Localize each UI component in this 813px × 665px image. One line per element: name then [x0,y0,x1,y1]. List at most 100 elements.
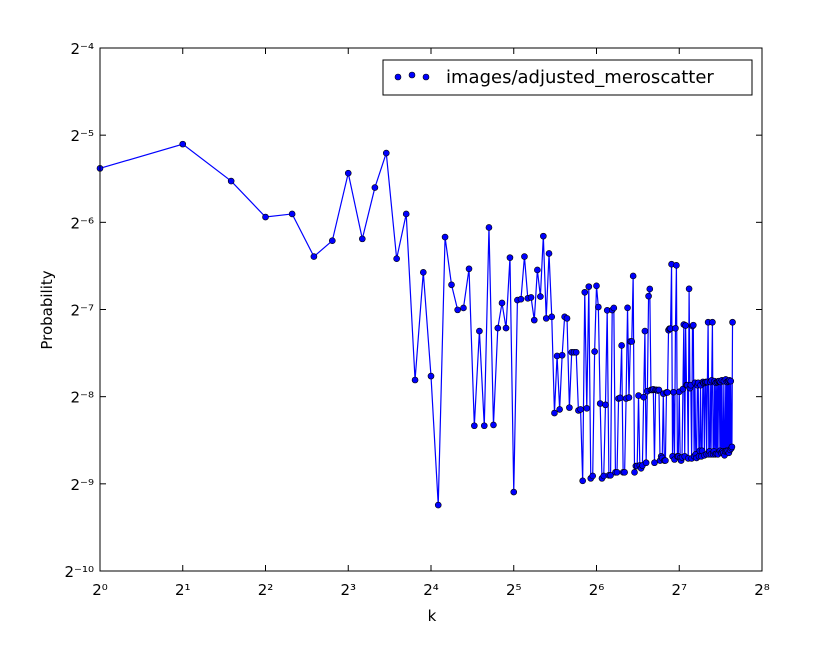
data-point [583,405,591,412]
data-point [517,295,525,303]
data-point [610,304,618,312]
data-point [581,288,589,296]
data-point [631,469,638,476]
data-point [527,294,535,301]
data-point [585,283,593,290]
data-point [359,235,366,243]
data-point [624,304,631,312]
y-tick-label: 2⁻¹⁰ [65,563,95,581]
x-tick-label: 2³ [340,581,356,599]
data-point [310,253,318,260]
data-point [729,318,736,326]
data-point [670,388,677,396]
x-tick-label: 2⁷ [671,581,687,599]
data-point [521,253,528,260]
data-point [480,422,488,430]
x-tick-label: 2⁸ [754,581,770,599]
data-point [682,322,689,329]
data-point [534,266,541,274]
y-tick-label: 2⁻⁴ [71,40,94,58]
legend-box [382,59,753,96]
data-point [607,472,614,479]
data-point [579,477,586,485]
data-point [506,254,514,261]
data-point [625,394,633,401]
data-point [344,169,352,177]
data-point [498,299,506,307]
data-point [545,250,553,257]
data-point [593,282,600,290]
x-tick-label: 2⁵ [506,581,522,599]
data-point [616,394,624,402]
x-tick-label: 2⁶ [589,581,605,599]
data-point [642,459,650,467]
data-point [628,338,636,345]
data-point [441,233,449,241]
data-point [548,313,556,321]
data-point [179,140,187,148]
data-point [551,409,558,417]
data-point [728,443,736,451]
data-point [460,304,467,312]
data-point [646,285,654,293]
data-point [629,272,637,280]
data-point [673,262,680,269]
x-tick-label: 2² [258,581,274,599]
data-point [434,501,442,509]
data-point [530,316,538,324]
data-point [572,348,580,356]
plot-area [100,48,762,571]
data-point [471,422,478,430]
data-point [494,324,502,332]
data-point [662,457,669,464]
legend-marker [394,73,402,81]
data-point [402,210,410,218]
data-point [411,376,419,384]
x-tick-label: 2⁴ [423,581,439,599]
data-point [510,488,518,496]
data-point [288,210,296,218]
data-point [613,469,621,476]
data-point [566,404,573,411]
data-point [655,386,663,394]
x-tick-label: 2⁰ [92,581,108,599]
data-point [427,372,435,380]
data-point [542,315,550,322]
data-point [371,184,379,191]
data-point [419,269,427,276]
data-point [502,324,510,332]
data-point [558,351,566,359]
legend-label: images/adjusted_meroscatter [446,67,714,88]
data-point [577,406,584,413]
x-tick-label: 2¹ [175,581,191,599]
data-point [556,406,563,413]
data-point [262,213,269,221]
data-point [490,421,497,429]
y-axis-label: Probability [38,270,56,349]
data-point [485,224,493,231]
data-point [540,232,547,240]
data-point [454,306,461,314]
legend-marker [422,73,430,81]
plot-frame [99,47,763,572]
data-point [329,237,336,245]
data-line [99,143,734,506]
data-point [448,281,455,289]
data-point [621,469,628,476]
y-tick-label: 2⁻⁵ [71,127,94,145]
data-point [227,177,235,185]
data-point [727,377,735,385]
data-point [709,318,716,326]
data-point [640,393,647,401]
data-point [618,342,625,349]
data-point [591,348,598,355]
data-point [393,255,400,263]
data-point [476,327,483,335]
legend-marker [408,71,416,79]
data-point [465,265,473,273]
data-point [595,303,602,311]
y-tick-label: 2⁻⁹ [71,476,94,494]
data-point [602,401,609,409]
